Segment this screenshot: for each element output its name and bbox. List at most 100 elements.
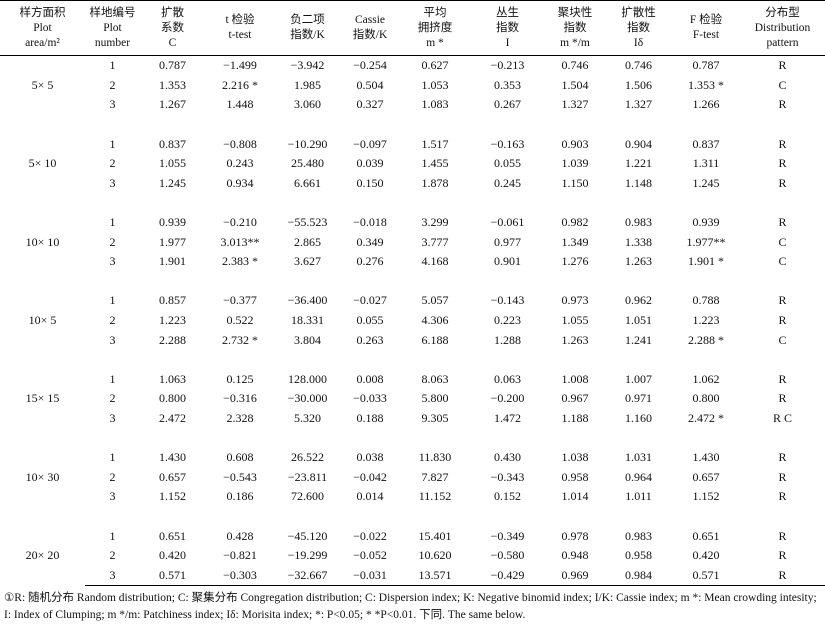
- cell: 1: [109, 58, 116, 73]
- cell: R: [778, 215, 787, 230]
- cell: 3.299: [421, 215, 449, 230]
- cell: 0.188: [356, 410, 384, 425]
- cell: 0.571: [140, 565, 205, 587]
- cell: R: [778, 548, 787, 563]
- cell: 1.517: [421, 136, 449, 151]
- cell: −30.000: [287, 391, 328, 406]
- data-row: 2 1.223 0.522 18.331 0.055 4.306 0.223 1.055 1.0…: [0, 311, 825, 331]
- header-line: 分布型: [765, 6, 800, 19]
- header-line: Cassie: [354, 14, 386, 26]
- cell: 0.055: [494, 156, 521, 171]
- cell: 1.221: [625, 156, 652, 171]
- cell: 1.223: [692, 313, 720, 328]
- cell: 0.327: [356, 97, 384, 112]
- cell: 1.977: [159, 234, 186, 249]
- header-cell: 样地编号 Plot number: [85, 0, 140, 56]
- cell: 1: [109, 136, 116, 151]
- cell: 1.901 *: [688, 254, 724, 269]
- cell: 0.186: [226, 489, 254, 504]
- cell: 2: [109, 77, 116, 92]
- cell: R: [778, 58, 787, 73]
- cell: −0.343: [490, 469, 525, 484]
- cell: 0.651: [159, 528, 186, 543]
- cell: 0.746: [625, 58, 652, 73]
- spacer-row: [0, 350, 825, 370]
- cell: 0.263: [356, 332, 384, 347]
- cell: 1.062: [692, 371, 720, 386]
- cell: −0.821: [223, 548, 257, 563]
- cell: 0.150: [356, 175, 384, 190]
- cell: 5.057: [421, 293, 449, 308]
- cell: 1.083: [421, 97, 449, 112]
- header-line: 扩散: [161, 6, 184, 19]
- spacer-row: [0, 272, 825, 292]
- cell: 0.055: [356, 313, 384, 328]
- cell: R: [778, 175, 787, 190]
- cell: 0.627: [421, 58, 449, 73]
- cell: R: [778, 391, 787, 406]
- cell: 13.571: [400, 565, 470, 587]
- cell: −0.377: [223, 293, 257, 308]
- cell: 0.939: [159, 215, 186, 230]
- cell: 1.245: [692, 175, 720, 190]
- header-line: m */m: [560, 36, 590, 49]
- cell: −0.042: [353, 469, 387, 484]
- cell: 2.472 *: [688, 410, 724, 425]
- cell: 1.008: [561, 371, 589, 386]
- data-row: 20× 20 1 0.651 0.428 −45.120 −0.022 15.401 −0.3…: [0, 526, 825, 563]
- header-line: I: [505, 36, 510, 49]
- cell: 0.039: [356, 156, 384, 171]
- cell: 1.311: [692, 156, 720, 171]
- cell: 3: [109, 97, 116, 112]
- cell: 1.977**: [686, 234, 726, 249]
- cell: 1: [109, 215, 116, 230]
- cell: 0.977: [494, 234, 521, 249]
- cell: 2.288 *: [688, 332, 724, 347]
- cell: R: [778, 313, 787, 328]
- cell: 1.038: [561, 450, 589, 465]
- cell: 0.788: [692, 293, 720, 308]
- cell: 1.353: [159, 77, 186, 92]
- cell: 0.962: [625, 293, 652, 308]
- cell: 1.007: [625, 371, 652, 386]
- header-line: 样地编号: [89, 6, 136, 19]
- header-line: t 检验: [225, 14, 255, 26]
- header-cell: 样方面积 Plot area/m²: [0, 0, 85, 56]
- cell: 0.971: [625, 391, 652, 406]
- cell: 1: [109, 293, 116, 308]
- cell: 0.787: [692, 58, 720, 73]
- cell: −0.213: [490, 58, 525, 73]
- header-cell: 分布型 Distribution pattern: [740, 0, 825, 56]
- header-line: 指数: [496, 21, 519, 34]
- header-cell: 扩散 系数 C: [140, 0, 205, 56]
- cell: 3.013**: [220, 234, 260, 249]
- cell: 3.627: [294, 254, 321, 269]
- cell: 2.732 *: [222, 332, 258, 347]
- spacer-row: [0, 428, 825, 448]
- cell: 0.038: [356, 450, 384, 465]
- cell: 1.055: [561, 313, 589, 328]
- cell: 0.063: [494, 371, 521, 386]
- header-line: 平均: [423, 6, 447, 19]
- cell: R: [778, 97, 787, 112]
- header-cell: Cassie 指数/K: [340, 0, 400, 56]
- cell: 1.031: [625, 450, 652, 465]
- header-cell: t 检验 t-test: [205, 0, 275, 56]
- cell: 2: [109, 156, 116, 171]
- cell: 1.455: [421, 156, 449, 171]
- cell: 1.472: [494, 410, 521, 425]
- cell: 3: [109, 332, 116, 347]
- data-row: 10× 30 1 1.430 0.608 26.522 0.038 11.830 0.430 1…: [0, 448, 825, 484]
- data-row: 10× 5 1 0.857 −0.377 −36.400 −0.027 5.057 −0.14…: [0, 291, 825, 327]
- cell: 0.223: [494, 313, 521, 328]
- data-row: 5× 5 1 0.787 −1.499 −3.942 −0.254 0.627 −0.213 0…: [0, 56, 825, 92]
- cell: 0.903: [561, 136, 589, 151]
- cell: −0.316: [223, 391, 257, 406]
- cell: 2.472: [159, 410, 186, 425]
- header-line: t-test: [228, 29, 252, 41]
- group-label: 5× 5: [31, 77, 54, 92]
- cell: 1.338: [625, 234, 652, 249]
- cell: 0.651: [692, 528, 720, 543]
- cell: 1.152: [159, 489, 186, 504]
- cell: −0.210: [223, 215, 257, 230]
